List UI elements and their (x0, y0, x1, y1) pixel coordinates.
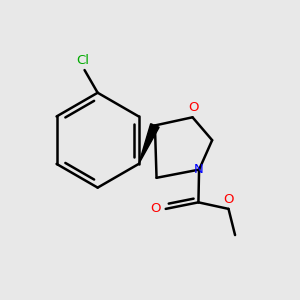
Text: Cl: Cl (76, 54, 89, 67)
Text: O: O (151, 202, 161, 215)
Text: O: O (223, 193, 234, 206)
Polygon shape (139, 124, 159, 164)
Text: N: N (194, 163, 204, 176)
Text: O: O (188, 101, 198, 114)
